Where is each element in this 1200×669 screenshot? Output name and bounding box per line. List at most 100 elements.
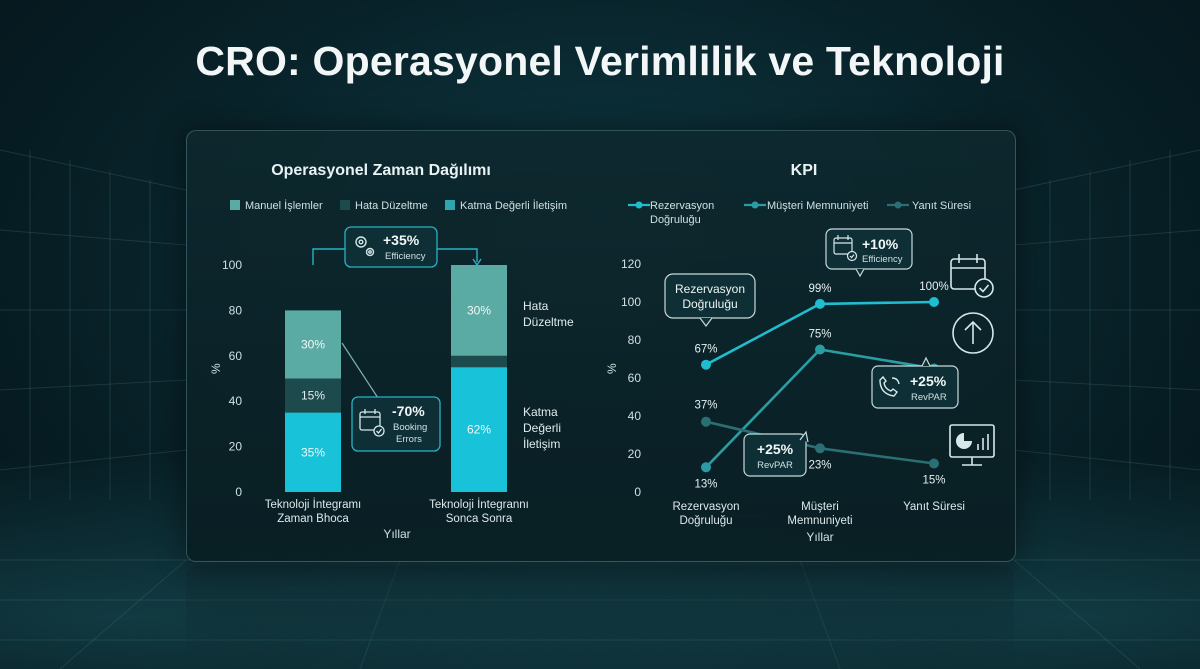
right-ylabel: % bbox=[605, 363, 619, 374]
booking-label-2: Errors bbox=[396, 434, 422, 445]
rezervasyon-callout: Rezervasyon Doğruluğu bbox=[664, 273, 756, 327]
kpi-efficiency-value: +10% bbox=[862, 236, 899, 252]
kpi-efficiency-badge: +10% Efficiency bbox=[825, 228, 913, 278]
kpi-point-yanit bbox=[701, 416, 711, 427]
efficiency-arrowhead bbox=[472, 258, 482, 267]
legend-kpi-rezervasyon-2: Doğruluğu bbox=[650, 214, 701, 226]
right-category-label: Memnuniyeti bbox=[787, 515, 852, 527]
kpi-value-label: 13% bbox=[694, 478, 717, 490]
arrow-up-icon bbox=[952, 312, 994, 354]
kpi-point-yanit bbox=[929, 458, 939, 469]
kpi-value-label: 99% bbox=[808, 283, 831, 295]
efficiency-value: +35% bbox=[383, 232, 420, 248]
legend-swatch-katma bbox=[445, 200, 455, 210]
calendar-check-icon bbox=[359, 409, 385, 437]
monitor-chart-icon bbox=[949, 424, 995, 466]
right-ytick-label: 0 bbox=[634, 485, 641, 499]
booking-connector bbox=[341, 342, 379, 399]
revpar-badge-left: +25% RevPAR bbox=[743, 430, 809, 477]
efficiency-connector bbox=[312, 248, 478, 265]
right-chart-title: KPI bbox=[791, 162, 818, 179]
right-category-label: Doğruluğu bbox=[679, 515, 732, 527]
revpar-left-value: +25% bbox=[757, 441, 794, 457]
legend-kpi-musteri: Müşteri Memnuniyeti bbox=[767, 200, 868, 212]
right-legend: Rezervasyon Doğruluğu Müşteri Memnuniyet… bbox=[628, 200, 971, 226]
bar-segment-manuel bbox=[451, 265, 507, 356]
kpi-point-rezervasyon bbox=[815, 298, 825, 309]
bar-segment-manuel bbox=[285, 310, 341, 379]
legend-label-hata: Hata Düzeltme bbox=[355, 200, 428, 212]
bar-value-label: 30% bbox=[301, 337, 325, 351]
kpi-value-label: 100% bbox=[919, 281, 948, 293]
kpi-point-yanit bbox=[815, 443, 825, 454]
legend-kpi-rezervasyon-1: Rezervasyon bbox=[650, 200, 714, 212]
legend-kpi-yanit: Yanıt Süresi bbox=[912, 200, 971, 212]
right-category-label: Rezervasyon bbox=[672, 501, 739, 513]
right-ytick-label: 60 bbox=[628, 371, 642, 385]
right-category-label: Müşteri bbox=[801, 501, 839, 513]
side-label-hata-1: Hata bbox=[523, 299, 549, 313]
left-chart-title: Operasyonel Zaman Dağılımı bbox=[271, 162, 491, 179]
revpar-right-label: RevPAR bbox=[911, 392, 947, 403]
right-y-axis: 0 20 40 60 80 100 120 bbox=[621, 257, 641, 499]
page-title: CRO: Operasyonel Verimlilik ve Teknoloji bbox=[195, 38, 1005, 84]
booking-label-1: Booking bbox=[393, 422, 427, 433]
bar-value-label: 35% bbox=[301, 445, 325, 459]
booking-value: -70% bbox=[392, 403, 425, 419]
left-category-label: Sonca Sonra bbox=[446, 513, 513, 525]
side-label-hata-2: Düzeltme bbox=[523, 315, 574, 329]
right-xlabel: Yıllar bbox=[806, 530, 833, 544]
bar-value-label: 15% bbox=[301, 389, 325, 403]
left-y-axis: 0 20 40 60 80 100 bbox=[222, 258, 242, 499]
left-ylabel: % bbox=[209, 363, 223, 374]
left-bars: 35% 15% 30% 62% 30% bbox=[285, 265, 507, 492]
kpi-point-rezervasyon bbox=[701, 359, 711, 370]
kpi-value-label: 75% bbox=[808, 329, 831, 341]
legend-label-katma: Katma Değerli İletişim bbox=[460, 199, 567, 212]
kpi-point-musteri bbox=[815, 344, 825, 355]
right-categories: Rezervasyon Doğruluğu Müşteri Memnuniyeti Ya… bbox=[672, 501, 964, 527]
right-ytick-label: 40 bbox=[628, 409, 642, 423]
left-ytick-label: 40 bbox=[229, 394, 243, 408]
kpi-efficiency-label: Efficiency bbox=[862, 254, 903, 265]
calendar-check-icon bbox=[950, 254, 994, 298]
bar-segment-hata bbox=[451, 355, 507, 368]
booking-errors-badge: -70% Booking Errors bbox=[351, 396, 441, 452]
bar-value-label: 30% bbox=[467, 303, 491, 317]
side-label-katma-2: Değerli bbox=[523, 421, 561, 435]
revpar-right-value: +25% bbox=[910, 373, 947, 389]
legend-swatch-manuel bbox=[230, 200, 240, 210]
left-ytick-label: 60 bbox=[229, 349, 243, 363]
panel-reflection bbox=[186, 566, 1014, 669]
kpi-value-label: 23% bbox=[808, 459, 831, 471]
left-category-label: Teknoloji İntegramı bbox=[265, 498, 362, 511]
left-category-label: Teknoloji İntegrannı bbox=[429, 498, 529, 511]
gear-icon bbox=[355, 236, 375, 257]
bar-segment-katma bbox=[451, 367, 507, 492]
left-ytick-label: 80 bbox=[229, 303, 243, 317]
side-label-katma-1: Katma bbox=[523, 405, 558, 419]
efficiency-label: Efficiency bbox=[385, 251, 426, 262]
left-xlabel: Yıllar bbox=[383, 527, 410, 541]
right-ytick-label: 120 bbox=[621, 257, 641, 271]
phone-support-icon bbox=[879, 375, 900, 397]
bar-segment-hata bbox=[285, 378, 341, 413]
left-ytick-label: 20 bbox=[229, 440, 243, 454]
bar-segment-katma bbox=[285, 412, 341, 492]
revpar-left-label: RevPAR bbox=[757, 460, 793, 471]
calendar-icon bbox=[833, 235, 858, 262]
side-label-katma-3: İletişim bbox=[523, 437, 560, 451]
left-legend: Manuel İşlemler Hata Düzeltme Katma Değe… bbox=[230, 199, 567, 212]
left-category-label: Zaman Bhoca bbox=[277, 513, 349, 525]
callout-line-1: Rezervasyon bbox=[675, 282, 745, 296]
right-category-label: Yanıt Süresi bbox=[903, 501, 965, 513]
kpi-value-label: 67% bbox=[694, 344, 717, 356]
legend-label-manuel: Manuel İşlemler bbox=[245, 199, 323, 212]
bar-value-label: 62% bbox=[467, 423, 491, 437]
right-ytick-label: 100 bbox=[621, 295, 641, 309]
efficiency-badge: +35% Efficiency bbox=[344, 226, 438, 268]
left-ytick-label: 0 bbox=[235, 485, 242, 499]
revpar-badge-right: +25% RevPAR bbox=[871, 356, 959, 409]
left-categories: Teknoloji İntegramı Zaman Bhoca Teknoloji … bbox=[265, 498, 529, 525]
